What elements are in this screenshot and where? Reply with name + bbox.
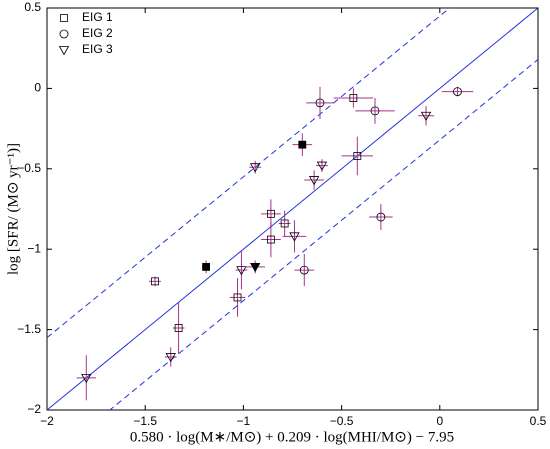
marker-circle: [59, 29, 69, 39]
y-tick-label: −1: [27, 241, 41, 255]
x-tick-label: −1: [237, 414, 251, 428]
reference-line: [47, 8, 451, 339]
marker-circle: [315, 98, 325, 108]
marker-square: [151, 277, 159, 286]
marker-square: [349, 94, 358, 102]
y-axis-label: log [SFR/ (M⊙ yr⁻¹)]: [5, 143, 21, 275]
marker-square: [202, 262, 210, 271]
marker-triangle: [308, 176, 320, 186]
y-tick-label: −2: [27, 402, 41, 416]
marker-circle: [453, 87, 462, 97]
x-tick-label: 0: [436, 414, 443, 428]
marker-square: [266, 235, 275, 244]
x-tick-label: −0.5: [330, 414, 354, 428]
x-axis-label: 0.580 · log(M∗/M⊙) + 0.209 · log(MHI/M⊙)…: [130, 429, 454, 445]
y-tick-label: −0.5: [17, 161, 41, 175]
marker-square: [353, 152, 362, 160]
y-tick-label: −1.5: [17, 322, 41, 336]
legend-label: EIG 1: [82, 10, 113, 24]
marker-triangle: [420, 111, 432, 122]
marker-square: [233, 293, 242, 302]
marker-triangle: [236, 266, 247, 276]
reference-line: [47, 8, 538, 410]
marker-circle: [370, 106, 380, 116]
marker-triangle: [250, 262, 261, 273]
legend-label: EIG 2: [82, 26, 113, 40]
plot-frame: [46, 7, 539, 411]
marker-circle: [376, 212, 386, 222]
x-tick-label: 0.5: [530, 414, 547, 428]
marker-triangle: [289, 232, 300, 242]
marker-circle: [299, 265, 309, 275]
y-tick-label: 0.5: [24, 0, 41, 14]
marker-triangle: [316, 161, 328, 171]
reference-line: [109, 59, 538, 410]
legend-label: EIG 3: [82, 42, 113, 56]
plot-area: [47, 8, 538, 410]
marker-square: [174, 324, 183, 332]
marker-triangle: [165, 353, 176, 363]
x-tick-label: −1.5: [133, 414, 157, 428]
y-tick-label: 0: [34, 81, 41, 95]
marker-triangle: [250, 163, 261, 173]
marker-square: [280, 219, 289, 228]
marker-triangle: [81, 373, 92, 384]
x-tick-label: −2: [40, 414, 54, 428]
marker-square: [60, 14, 68, 22]
marker-square: [298, 140, 307, 149]
marker-triangle: [58, 46, 70, 56]
marker-square: [266, 209, 275, 218]
